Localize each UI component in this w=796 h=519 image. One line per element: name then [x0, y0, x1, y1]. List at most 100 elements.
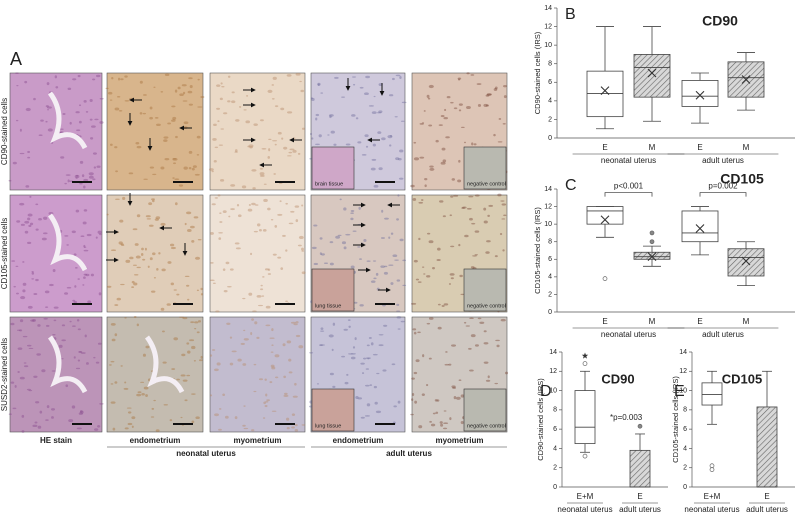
cell: [413, 141, 417, 144]
cell: [154, 117, 159, 119]
cell: [88, 175, 94, 179]
cell: [344, 381, 349, 385]
cell: [389, 144, 392, 147]
cell: [301, 247, 304, 251]
cell: [12, 407, 17, 410]
cell: [83, 100, 87, 103]
cell: [191, 239, 195, 243]
cell: [220, 179, 225, 182]
cell: [68, 419, 74, 423]
cell: [149, 166, 155, 169]
cell: [183, 166, 188, 170]
column-label: HE stain: [40, 436, 72, 445]
cell: [430, 423, 436, 427]
cell: [187, 298, 190, 301]
cell: [88, 172, 94, 176]
cell: [359, 86, 364, 89]
cell: [436, 258, 441, 262]
cell: [187, 90, 193, 94]
cell: [156, 267, 159, 271]
x-tick-label: M: [743, 143, 750, 152]
cell: [82, 284, 85, 286]
cell: [73, 300, 78, 304]
cell: [28, 224, 32, 228]
cell: [78, 120, 82, 124]
cell: [351, 114, 356, 117]
cell: [222, 268, 226, 271]
cell: [394, 259, 399, 261]
cell: [155, 216, 161, 220]
cell: [443, 422, 449, 425]
cell: [152, 252, 156, 256]
cell: [29, 222, 34, 226]
cell: [260, 288, 264, 291]
cell: [357, 397, 363, 400]
cell: [133, 282, 138, 286]
cell: [250, 332, 253, 336]
cell: [466, 207, 472, 210]
cell: [397, 328, 401, 330]
cell: [282, 343, 286, 347]
cell: [289, 148, 295, 151]
cell: [128, 172, 134, 175]
cell: [155, 429, 160, 432]
cell: [172, 157, 178, 161]
cell: [487, 375, 490, 379]
cell: [45, 419, 49, 421]
cell: [64, 182, 67, 185]
cell: [230, 208, 235, 211]
cell: [350, 217, 354, 221]
cell: [135, 255, 141, 259]
cell: [494, 86, 498, 90]
cell: [476, 83, 482, 86]
cell: [36, 353, 41, 356]
cell: [357, 246, 361, 248]
cell: [274, 354, 280, 358]
cell: [373, 184, 379, 188]
cell: [298, 235, 304, 240]
y-tick-label: 0: [553, 484, 557, 491]
cell: [85, 273, 90, 277]
cell: [133, 274, 139, 276]
cell: [274, 376, 279, 379]
cell: [219, 97, 223, 101]
cell: [309, 132, 313, 136]
cell: [74, 174, 80, 179]
cell: [78, 351, 82, 353]
cell: [72, 325, 76, 327]
cell: [22, 282, 27, 286]
cell: [51, 370, 57, 372]
gland: [47, 213, 88, 272]
cell: [124, 317, 127, 319]
cell: [231, 100, 236, 104]
cell: [345, 233, 351, 236]
bracket: [604, 192, 653, 197]
cell: [448, 363, 452, 366]
cell: [502, 122, 506, 125]
cell: [34, 421, 38, 424]
box: [586, 206, 624, 225]
cell: [247, 145, 250, 148]
cell: [11, 260, 16, 262]
cell: [107, 91, 113, 95]
cell: [145, 394, 148, 397]
cell: [368, 337, 372, 339]
cell: [164, 157, 170, 161]
cell: [218, 144, 224, 146]
cell: [234, 149, 238, 153]
cell: [417, 281, 422, 283]
cell: [148, 202, 153, 206]
mean: [647, 68, 657, 78]
cell: [180, 374, 186, 377]
cell: [118, 241, 123, 245]
cell: [112, 427, 116, 431]
cell: [265, 305, 271, 309]
cell: [116, 297, 121, 301]
cell: [40, 119, 44, 122]
cell: [414, 400, 418, 404]
box: [586, 70, 624, 118]
cell: [280, 267, 284, 270]
cell: [160, 166, 165, 170]
y-tick-label: 10: [679, 387, 687, 394]
cell: [227, 75, 231, 78]
